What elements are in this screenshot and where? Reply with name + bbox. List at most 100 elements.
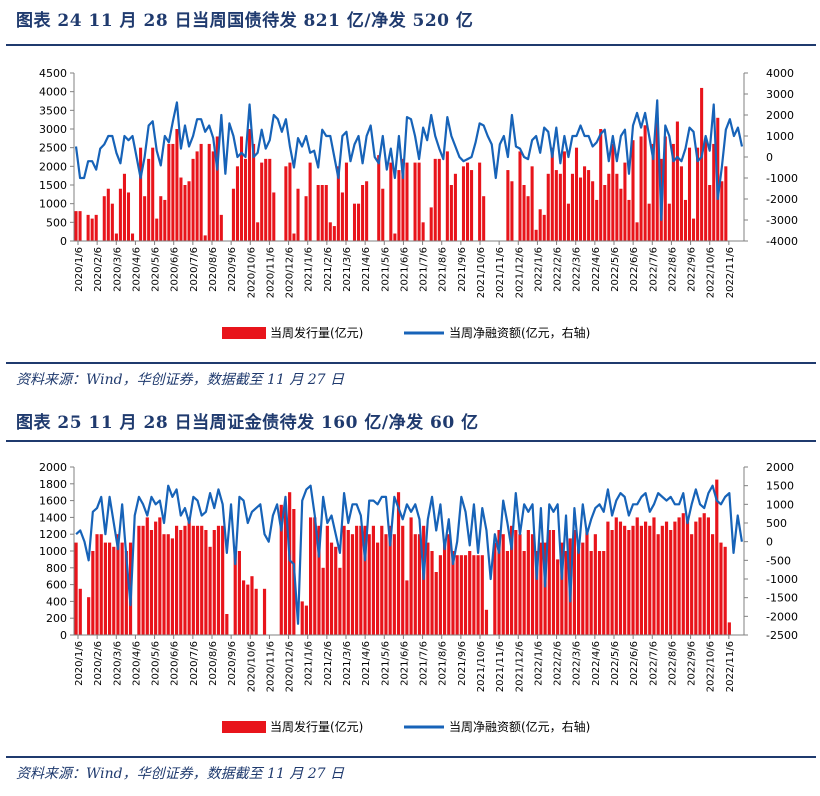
bar — [248, 129, 252, 241]
bar — [288, 492, 292, 635]
left-tick-label: 4500 — [39, 67, 67, 80]
x-tick-label: 2021/3/6 — [342, 641, 353, 686]
bar — [346, 530, 350, 635]
bar — [239, 136, 244, 241]
bar — [451, 551, 455, 635]
right-tick-label: -1000 — [766, 172, 798, 185]
x-tick-label: 2021/6/6 — [399, 641, 410, 686]
bar — [671, 143, 675, 241]
left-tick-label: 0 — [60, 235, 67, 248]
x-tick-label: 2021/7/6 — [419, 641, 430, 686]
bar — [712, 143, 716, 241]
bar — [583, 166, 587, 241]
bar — [547, 530, 551, 635]
bar — [438, 555, 442, 635]
bar — [429, 207, 433, 241]
bar — [538, 209, 542, 241]
bar — [141, 525, 145, 635]
left-tick-label: 1400 — [39, 511, 67, 524]
bar — [602, 551, 606, 635]
left-tick-label: 1500 — [39, 179, 67, 192]
bar — [86, 214, 90, 241]
bar — [237, 551, 241, 635]
bar — [151, 147, 155, 241]
bar — [170, 538, 174, 635]
bar — [535, 551, 539, 635]
x-tick-label: 2022/5/6 — [610, 247, 621, 292]
bar — [397, 170, 401, 241]
bar — [179, 177, 183, 241]
bar — [484, 609, 489, 635]
x-tick-label: 2020/3/6 — [112, 247, 123, 292]
bar — [208, 546, 212, 635]
bar — [690, 534, 694, 635]
x-tick-label: 2020/6/6 — [170, 641, 181, 686]
bar — [554, 170, 558, 241]
bar — [449, 185, 453, 241]
bar — [463, 555, 468, 635]
bar — [94, 214, 98, 241]
bar — [530, 166, 534, 241]
left-tick-label: 1000 — [39, 545, 67, 558]
bar — [700, 87, 704, 242]
bar — [597, 551, 602, 635]
bar — [459, 555, 463, 635]
x-tick-label: 2022/7/6 — [648, 641, 659, 686]
bar — [203, 235, 207, 241]
bar — [187, 181, 191, 241]
bar — [300, 601, 304, 635]
bar — [324, 185, 328, 241]
bar — [195, 525, 200, 635]
x-tick-label: 2021/5/6 — [380, 641, 391, 686]
bar-series — [74, 479, 731, 635]
bar — [501, 534, 505, 635]
bar — [292, 233, 296, 241]
bar — [162, 534, 166, 635]
bar — [99, 534, 103, 635]
x-tick-label: 2020/1/6 — [74, 247, 85, 292]
bar — [635, 517, 639, 635]
bar — [137, 525, 141, 635]
bar — [102, 196, 106, 241]
bar — [154, 521, 158, 635]
bar — [262, 588, 267, 635]
bar — [296, 188, 300, 241]
bar — [342, 525, 346, 635]
bar — [317, 525, 321, 635]
figure-24-bottom-rule — [6, 362, 816, 364]
x-tick-label: 2021/8/6 — [438, 247, 449, 292]
bar — [560, 542, 564, 635]
bar — [562, 151, 566, 241]
figure-24-title: 图表 24 11 月 28 日当周国债待发 821 亿/净发 520 亿 — [16, 11, 474, 31]
bar — [256, 222, 260, 241]
bar — [405, 580, 409, 635]
bar — [631, 525, 635, 635]
bar — [631, 140, 635, 241]
bar — [284, 166, 288, 241]
bar — [163, 199, 167, 241]
bar — [453, 173, 457, 241]
bar — [95, 534, 99, 635]
bar — [78, 588, 82, 635]
legend-line-label: 当周净融资额(亿元，右轴) — [449, 719, 590, 734]
legend-bar-label: 当周发行量(亿元) — [270, 325, 363, 340]
x-tick-label: 2022/11/6 — [725, 247, 736, 298]
x-tick-label: 2020/2/6 — [93, 247, 104, 292]
figure-25-source: 资料来源：Wind，华创证券，数据截至 11 月 27 日 — [16, 766, 345, 782]
bar — [260, 162, 264, 241]
right-tick-label: 1500 — [766, 480, 794, 493]
right-tick-label: 4000 — [766, 67, 794, 80]
bar — [417, 534, 422, 635]
bar — [195, 151, 199, 241]
x-tick-label: 2021/11/6 — [495, 641, 506, 692]
bar — [158, 517, 162, 635]
x-tick-label: 2021/12/6 — [514, 641, 525, 692]
bar — [352, 203, 357, 241]
bar — [304, 605, 308, 635]
bar — [579, 177, 583, 241]
figure-25-bottom-rule — [6, 756, 816, 758]
bar — [472, 555, 476, 635]
x-tick-label: 2020/12/6 — [285, 247, 296, 298]
bar — [619, 188, 623, 241]
bar — [124, 551, 128, 635]
